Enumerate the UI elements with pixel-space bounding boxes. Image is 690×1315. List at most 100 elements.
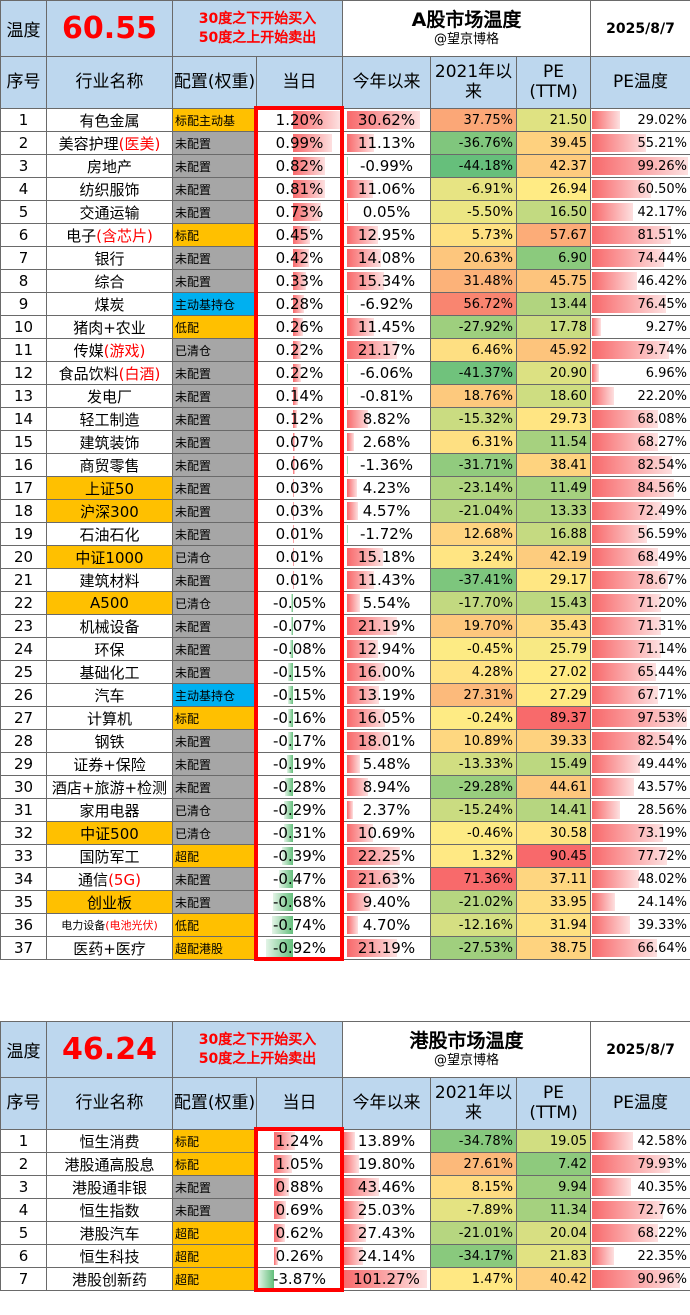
day-change: 1.24% <box>255 1129 344 1153</box>
day-change: -0.15% <box>255 683 344 707</box>
day-change-bar <box>274 1201 286 1219</box>
industry-name: 有色金属 <box>46 108 173 132</box>
row-number: 32 <box>0 821 47 845</box>
industry-name: 基础化工 <box>46 660 173 684</box>
allocation-label: 未配置 <box>172 775 257 799</box>
day-change-value: -0.92% <box>272 939 327 957</box>
row-number: 33 <box>0 844 47 868</box>
industry-name: 纺织服饰 <box>46 177 173 201</box>
since-2021-change: 56.72% <box>430 292 518 316</box>
day-change-value: 0.33% <box>275 272 324 290</box>
ytd-change-value: 11.13% <box>357 134 416 152</box>
col-header-since-2021: 2021年以来 <box>430 1077 518 1130</box>
day-change-value: -0.29% <box>272 801 327 819</box>
pe-temperature-bar <box>592 318 601 336</box>
table-row: 29 证券+保险 未配置 -0.19% 5.48% -13.33% 15.49 49.44% <box>0 752 690 776</box>
ytd-change-bar <box>347 870 399 888</box>
pe-temperature-bar <box>592 479 675 497</box>
ytd-change-value: -6.92% <box>359 295 414 313</box>
ytd-change-bar <box>347 640 378 658</box>
pe-temperature-bar <box>592 571 669 589</box>
day-change-bar <box>292 502 294 520</box>
allocation-label: 未配置 <box>172 361 257 385</box>
table-row: 27 计算机 标配 -0.16% 16.05% -0.24% 89.37 97.53% <box>0 706 690 730</box>
ytd-change-value: 8.82% <box>362 410 411 428</box>
ytd-change-value: 13.89% <box>357 1132 416 1150</box>
day-change-bar <box>283 824 293 842</box>
day-change: 0.99% <box>255 131 344 155</box>
pe-ttm: 21.83 <box>516 1244 592 1268</box>
pe-temperature: 55.21% <box>590 131 690 155</box>
industry-name-note: (5G) <box>108 870 141 889</box>
ytd-change: 2.68% <box>342 430 432 454</box>
since-2021-change: -7.89% <box>430 1198 518 1222</box>
since-2021-change: 19.70% <box>430 614 518 638</box>
ytd-change-value: 30.62% <box>357 111 416 129</box>
pe-temperature-value: 68.22% <box>637 1225 688 1241</box>
table-row: 12 食品饮料(白酒) 未配置 0.22% -6.06% -41.37% 20.90 6.96… <box>0 361 690 385</box>
ytd-change: 21.19% <box>342 614 432 638</box>
ytd-change: 16.05% <box>342 706 432 730</box>
pe-temperature-bar <box>592 594 662 612</box>
col-header-no: 序号 <box>0 1077 47 1130</box>
table-row: 20 中证1000 已清仓 0.01% 15.18% 3.24% 42.19 68.49% <box>0 545 690 569</box>
day-change-bar <box>292 157 326 175</box>
day-change-bar <box>279 870 293 888</box>
pe-ttm: 13.33 <box>516 499 592 523</box>
ytd-change: 101.27% <box>342 1267 432 1291</box>
industry-name-text: 恒生消费 <box>79 1132 140 1151</box>
row-number: 2 <box>0 1152 47 1176</box>
ytd-change: 11.06% <box>342 177 432 201</box>
pe-temperature-bar <box>592 272 638 290</box>
ytd-change-value: 19.80% <box>357 1155 416 1173</box>
industry-name: 上证50 <box>46 476 173 500</box>
ytd-change-value: 8.94% <box>362 778 411 796</box>
ytd-change-value: 21.19% <box>357 939 416 957</box>
ytd-change-value: 14.08% <box>357 249 416 267</box>
col-header-pe: PE (TTM) <box>516 1077 592 1130</box>
table-row: 36 电力设备(电池光伏) 低配 -0.74% 4.70% -12.16% 31.94 39.… <box>0 913 690 937</box>
pe-temperature-bar <box>592 525 647 543</box>
industry-name-text: 建筑装饰 <box>79 433 140 452</box>
ytd-change-value: 43.46% <box>357 1178 416 1196</box>
day-change-value: 0.26% <box>275 1247 324 1265</box>
ytd-change-value: 12.94% <box>357 640 416 658</box>
allocation-label: 未配置 <box>172 752 257 776</box>
day-change: 0.42% <box>255 246 344 270</box>
ytd-change-bar <box>347 778 369 796</box>
since-2021-change: -31.71% <box>430 453 518 477</box>
table-row: 3 港股通非银 未配置 0.88% 43.46% 8.15% 9.94 40.35% <box>0 1175 690 1199</box>
since-2021-change: -12.16% <box>430 913 518 937</box>
industry-name: 家用电器 <box>46 798 173 822</box>
industry-name: 房地产 <box>46 154 173 178</box>
allocation-label: 已清仓 <box>172 591 257 615</box>
day-change-value: 0.22% <box>275 364 324 382</box>
row-number: 2 <box>0 131 47 155</box>
day-change: -0.05% <box>255 591 344 615</box>
temp-label: 温度 <box>0 1021 47 1078</box>
day-change: -0.07% <box>255 614 344 638</box>
day-change: -0.15% <box>255 660 344 684</box>
pe-temperature-value: 28.56% <box>637 802 688 818</box>
day-change: 0.45% <box>255 223 344 247</box>
industry-name-text: 银行 <box>94 249 125 268</box>
row-number: 7 <box>0 246 47 270</box>
day-change-bar <box>284 801 293 819</box>
pe-ttm: 38.75 <box>516 936 592 960</box>
industry-name: 食品饮料(白酒) <box>46 361 173 385</box>
table-row: 5 交通运输 未配置 0.73% 0.05% -5.50% 16.50 42.17% <box>0 200 690 224</box>
row-number: 15 <box>0 430 47 454</box>
ytd-change: 13.19% <box>342 683 432 707</box>
hk-share-table: 温度 46.24 30度之下开始买入 50度之上开始卖出 港股市场温度 @望京博格 … <box>0 1021 690 1291</box>
industry-name: 石油石化 <box>46 522 173 546</box>
pe-temperature-value: 79.93% <box>637 1156 688 1172</box>
ytd-change-value: 25.03% <box>357 1201 416 1219</box>
table-row: 10 猪肉+农业 低配 0.26% 11.45% -27.92% 17.78 9.27% <box>0 315 690 339</box>
industry-name-text: 美容护理 <box>58 134 119 153</box>
pe-temperature-value: 46.42% <box>637 273 688 289</box>
row-number: 8 <box>0 269 47 293</box>
day-change-value: 0.03% <box>275 502 324 520</box>
ytd-change: 22.25% <box>342 844 432 868</box>
ytd-change-value: 10.69% <box>357 824 416 842</box>
pe-temperature: 49.44% <box>590 752 690 776</box>
